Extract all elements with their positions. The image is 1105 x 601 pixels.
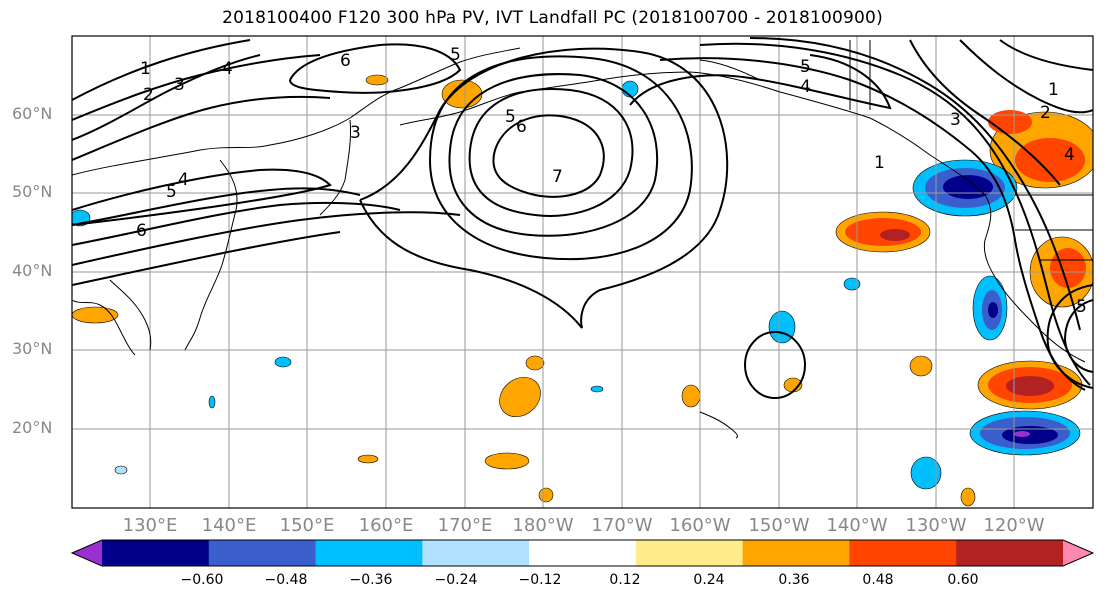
contour-label: 3 bbox=[950, 110, 961, 130]
contour-label: 1 bbox=[1048, 80, 1059, 100]
anomaly-negative bbox=[274, 356, 292, 368]
anomaly-positive bbox=[681, 384, 701, 408]
lon-label: 170°W bbox=[591, 515, 653, 536]
colorbar-segment bbox=[422, 540, 530, 566]
colorbar-tick-label: 0.12 bbox=[609, 572, 641, 588]
colorbar-tick-label: −0.36 bbox=[349, 572, 393, 588]
lat-label: 50°N bbox=[12, 182, 53, 201]
colorbar-segment bbox=[956, 540, 1064, 566]
contour-label: 4 bbox=[178, 170, 189, 190]
anomaly-negative bbox=[114, 465, 128, 475]
anomaly-negative bbox=[843, 277, 861, 291]
lon-label: 160°E bbox=[358, 515, 414, 536]
anomaly-negative bbox=[1014, 431, 1030, 437]
contour-label: 5 bbox=[166, 182, 177, 202]
lon-label: 150°E bbox=[279, 515, 335, 536]
contour-label: 5 bbox=[450, 45, 461, 65]
contour-label-group: 1 2 3 4 6 5 3 4 5 6 5 6 7 5 4 1 3 2 1 4 … bbox=[136, 45, 1087, 317]
colorbar-segment bbox=[102, 540, 210, 566]
anomaly-positive bbox=[365, 74, 389, 86]
lat-label: 40°N bbox=[12, 261, 53, 280]
colorbar-segment bbox=[635, 540, 744, 566]
contour-label: 7 bbox=[552, 167, 563, 187]
contour-label: 6 bbox=[136, 221, 147, 241]
colorbar-tick-label: 0.36 bbox=[778, 572, 810, 588]
anomaly-positive bbox=[499, 376, 541, 418]
anomaly-positive bbox=[880, 229, 910, 241]
map-frame bbox=[71, 35, 1094, 509]
colorbar-tick-label: −0.60 bbox=[180, 572, 224, 588]
pv-contours bbox=[72, 37, 1093, 399]
anomaly-positive bbox=[72, 306, 119, 324]
lat-label: 30°N bbox=[12, 339, 53, 358]
colorbar-extend-min bbox=[72, 540, 102, 566]
colorbar-tick-label: −0.24 bbox=[434, 572, 478, 588]
lon-label: 140°W bbox=[826, 515, 888, 536]
anomaly-positive bbox=[1015, 138, 1085, 182]
colorbar-tick-label: 0.60 bbox=[947, 572, 979, 588]
colorbar-tick-label: 0.24 bbox=[693, 572, 725, 588]
colorbar-segment bbox=[529, 540, 637, 566]
lon-label: 180°W bbox=[512, 515, 574, 536]
lat-label: 60°N bbox=[12, 104, 53, 123]
lon-label: 120°W bbox=[983, 515, 1045, 536]
anomaly-negative bbox=[208, 395, 216, 409]
colorbar-extend-max bbox=[1063, 540, 1093, 566]
anomaly-positive bbox=[484, 452, 530, 470]
contour-label: 4 bbox=[800, 77, 811, 97]
anomaly-positive bbox=[960, 487, 976, 507]
contour-label: 5 bbox=[800, 57, 811, 77]
contour-label: 3 bbox=[174, 75, 185, 95]
anomaly-positive bbox=[357, 454, 379, 464]
lon-label: 130°E bbox=[122, 515, 178, 536]
colorbar-tick-label: −0.48 bbox=[264, 572, 308, 588]
anomaly-positive bbox=[1006, 376, 1054, 396]
lon-label: 130°W bbox=[905, 515, 967, 536]
anomaly-negative bbox=[590, 385, 604, 393]
colorbar-segment bbox=[742, 540, 850, 566]
colorbar-tick-label: −0.12 bbox=[518, 572, 562, 588]
colorbar-segment bbox=[208, 540, 317, 566]
lon-label: 170°E bbox=[437, 515, 493, 536]
contour-label: 2 bbox=[143, 85, 154, 105]
contour-label: 6 bbox=[516, 117, 527, 137]
contour-label: 6 bbox=[340, 51, 351, 71]
anomaly-positive bbox=[988, 110, 1032, 134]
colorbar bbox=[72, 540, 1093, 566]
anomaly-positive bbox=[525, 355, 545, 371]
anomaly-negative bbox=[1002, 426, 1058, 444]
anomaly-positive bbox=[909, 355, 933, 377]
colorbar-segment bbox=[315, 540, 423, 566]
colorbar-outline bbox=[70, 539, 1095, 567]
contour-label: 4 bbox=[222, 59, 233, 79]
anomaly-positive bbox=[1050, 248, 1086, 288]
lon-label: 160°W bbox=[669, 515, 731, 536]
contour-label: 3 bbox=[350, 123, 361, 143]
colorbar-tick-label: 0.48 bbox=[862, 572, 894, 588]
contour-label: 5 bbox=[505, 107, 516, 127]
contour-label: 1 bbox=[874, 153, 885, 173]
lat-label: 20°N bbox=[12, 418, 53, 437]
colorbar-segment bbox=[849, 540, 957, 566]
anomaly-negative bbox=[988, 302, 998, 318]
pv-closed-contour bbox=[744, 331, 806, 399]
lon-label: 150°W bbox=[748, 515, 810, 536]
anomaly-negative bbox=[910, 456, 942, 490]
lon-label: 140°E bbox=[201, 515, 257, 536]
map-title: 2018100400 F120 300 hPa PV, IVT Landfall… bbox=[222, 8, 883, 28]
contour-label: 2 bbox=[1040, 103, 1051, 123]
contour-label: 5 bbox=[1076, 297, 1087, 317]
contour-label: 4 bbox=[1064, 145, 1075, 165]
anomaly-positive bbox=[538, 487, 554, 503]
contour-label: 1 bbox=[140, 59, 151, 79]
